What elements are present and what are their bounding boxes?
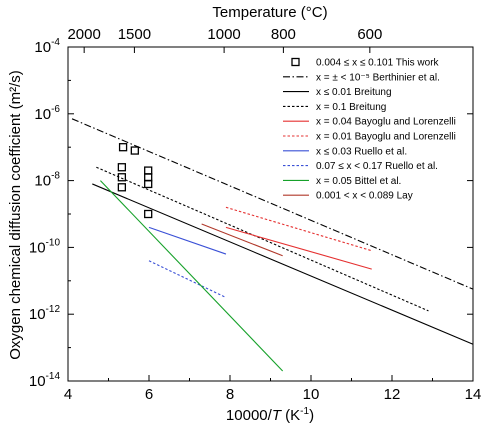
data-point <box>144 179 153 189</box>
top-axis-title: Temperature (°C) <box>212 4 327 21</box>
legend-label: 0.004 ≤ x ≤ 0.101 This work <box>316 58 440 69</box>
y-tick-label: 10-8 <box>34 171 60 190</box>
data-point <box>144 209 153 219</box>
legend-label: x = 0.01 Bayoglu and Lorenzelli <box>316 132 456 143</box>
data-point <box>130 146 139 155</box>
series-line <box>148 226 227 255</box>
y-tick-label: 10-14 <box>29 371 61 390</box>
data-point <box>117 183 127 192</box>
x-tick-label: 10 <box>303 386 320 403</box>
legend-label: x = 0.04 Bayoglu and Lorenzelli <box>316 117 456 128</box>
series-line <box>96 166 429 312</box>
series-line <box>71 118 474 290</box>
legend-label: x ≤ 0.03 Ruello et al. <box>316 146 407 157</box>
series-line <box>100 180 284 372</box>
series-line <box>225 206 372 252</box>
legend-marker <box>291 57 300 67</box>
axes: 4 6 8 10 12 14 10-14 10-12 10-10 10-8 10-6 10-4 2000… <box>29 26 481 403</box>
series-line <box>201 223 283 257</box>
plot-area <box>67 46 474 382</box>
legend: 0.004 ≤ x ≤ 0.101 This work x = ± < 10⁻⁵ … <box>283 58 456 202</box>
x-axis-title: 10000/T (K-1) <box>226 406 314 424</box>
legend-label: x = 0.1 Breitung <box>316 102 386 113</box>
data-point <box>144 173 153 182</box>
legend-label: x = ± < 10⁻⁵ Berthinier et al. <box>316 72 440 83</box>
y-tick-label: 10-12 <box>29 304 61 323</box>
legend-label: x ≤ 0.01 Breitung <box>316 87 392 98</box>
data-point <box>118 143 128 152</box>
top-tick-label: 2000 <box>67 26 100 43</box>
y-axis-title: Oxygen chemical diffusion coefficient (m… <box>7 70 24 360</box>
series-line <box>225 226 372 270</box>
x-tick-label: 6 <box>145 386 153 403</box>
data-layer <box>71 118 474 372</box>
legend-label: x = 0.05 Bittel et al. <box>316 176 401 187</box>
y-tick-label: 10-10 <box>29 237 61 256</box>
legend-label: 0.001 < x < 0.089 Lay <box>316 191 413 202</box>
top-tick-label: 1000 <box>207 26 240 43</box>
y-tick-label: 10-4 <box>34 37 60 56</box>
series-line <box>148 260 227 298</box>
top-tick-label: 600 <box>357 26 382 43</box>
x-tick-label: 4 <box>64 386 72 403</box>
data-point <box>117 163 127 172</box>
top-tick-label: 800 <box>271 26 296 43</box>
x-tick-label: 12 <box>384 386 401 403</box>
plot-frame <box>67 46 474 382</box>
legend-label: 0.07 ≤ x < 0.17 Ruello et al. <box>316 161 438 172</box>
top-tick-label: 1500 <box>118 26 151 43</box>
x-tick-label: 14 <box>465 386 482 403</box>
axis-labels: Temperature (°C) Oxygen chemical diffusi… <box>7 4 328 424</box>
data-point <box>117 173 127 182</box>
series-line <box>92 183 474 345</box>
x-tick-label: 8 <box>226 386 234 403</box>
data-point <box>144 166 153 175</box>
y-tick-label: 10-6 <box>34 104 60 123</box>
